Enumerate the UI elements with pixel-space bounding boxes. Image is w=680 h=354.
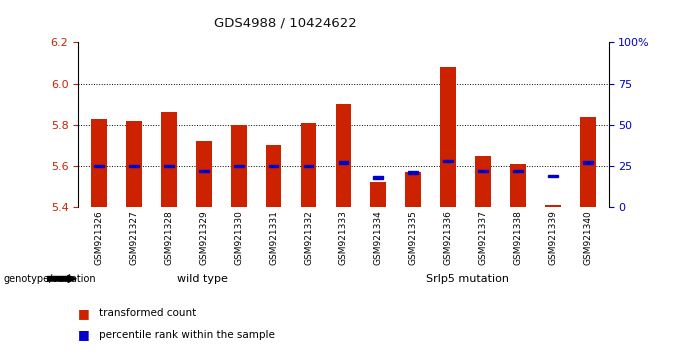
Bar: [234, 165, 243, 167]
Text: GSM921326: GSM921326: [95, 210, 103, 265]
Bar: [339, 161, 348, 164]
Bar: [545, 205, 560, 207]
Bar: [583, 161, 592, 164]
Bar: [443, 160, 453, 162]
Bar: [510, 164, 526, 207]
Text: GSM921331: GSM921331: [269, 210, 278, 265]
Text: GSM921337: GSM921337: [479, 210, 488, 265]
Bar: [129, 165, 139, 167]
Bar: [164, 165, 174, 167]
Text: GSM921327: GSM921327: [129, 210, 139, 265]
Text: transformed count: transformed count: [99, 308, 196, 318]
Text: GDS4988 / 10424622: GDS4988 / 10424622: [214, 17, 357, 29]
Bar: [513, 170, 523, 172]
Text: GSM921334: GSM921334: [374, 210, 383, 265]
Bar: [580, 116, 596, 207]
Text: GSM921329: GSM921329: [199, 210, 208, 265]
Bar: [161, 113, 177, 207]
Text: GSM921335: GSM921335: [409, 210, 418, 265]
Text: GSM921333: GSM921333: [339, 210, 348, 265]
Bar: [548, 175, 558, 177]
Text: wild type: wild type: [177, 274, 227, 284]
Text: Srlp5 mutation: Srlp5 mutation: [426, 274, 509, 284]
Text: GSM921338: GSM921338: [513, 210, 522, 265]
Text: GSM921328: GSM921328: [165, 210, 173, 265]
Text: GSM921332: GSM921332: [304, 210, 313, 265]
Text: percentile rank within the sample: percentile rank within the sample: [99, 330, 275, 339]
Text: GSM921340: GSM921340: [583, 210, 592, 265]
Text: GSM921330: GSM921330: [234, 210, 243, 265]
Bar: [303, 165, 313, 167]
Bar: [475, 156, 491, 207]
Bar: [371, 182, 386, 207]
Text: ■: ■: [78, 328, 90, 341]
Bar: [405, 172, 421, 207]
Bar: [91, 119, 107, 207]
Bar: [199, 170, 209, 172]
Bar: [95, 165, 104, 167]
Bar: [440, 67, 456, 207]
Bar: [408, 171, 418, 174]
Bar: [269, 165, 279, 167]
Bar: [301, 123, 316, 207]
Text: GSM921339: GSM921339: [548, 210, 558, 265]
Bar: [231, 125, 247, 207]
Bar: [196, 141, 211, 207]
Bar: [478, 170, 488, 172]
Bar: [335, 104, 352, 207]
Text: GSM921336: GSM921336: [443, 210, 453, 265]
Bar: [126, 121, 142, 207]
Text: ■: ■: [78, 307, 90, 320]
Text: genotype/variation: genotype/variation: [3, 274, 96, 284]
Bar: [373, 176, 383, 179]
Bar: [266, 145, 282, 207]
